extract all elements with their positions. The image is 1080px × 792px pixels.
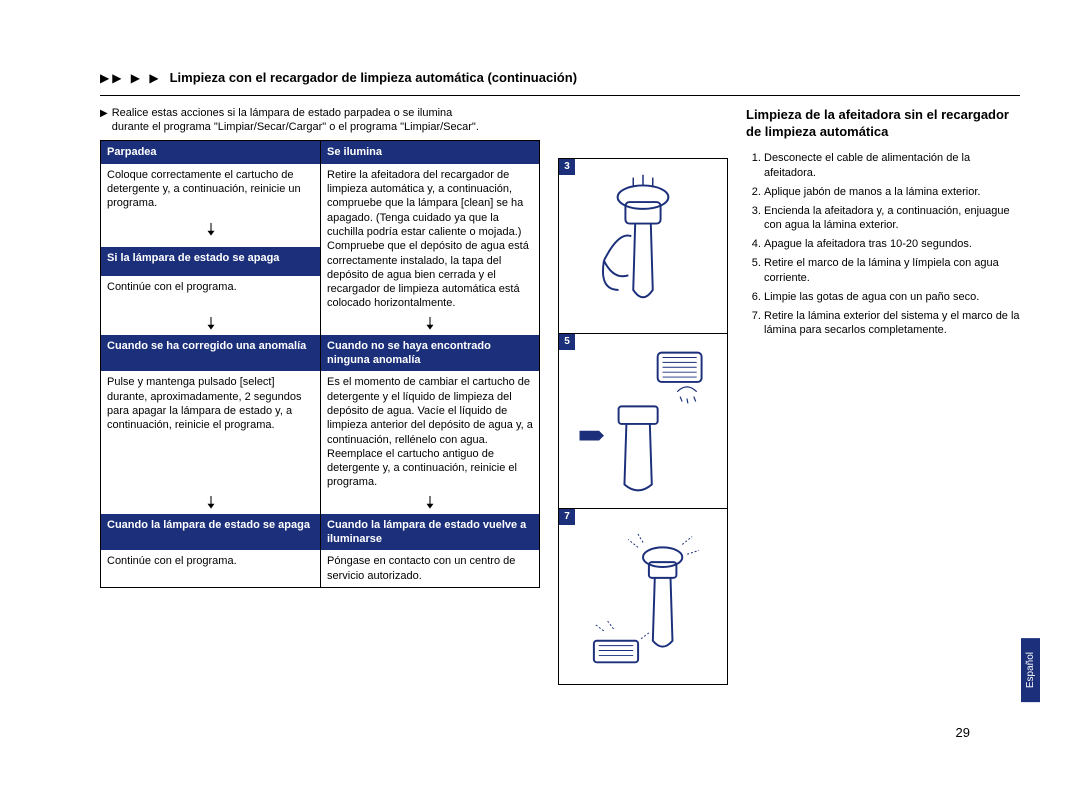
- header-arrows-icon: ▶▶ ▶ ▶: [100, 71, 162, 87]
- arrow-icon: [101, 221, 320, 247]
- illustration-7: 7: [559, 509, 727, 684]
- step-4: Apague la afeitadora tras 10-20 segundos…: [764, 237, 1020, 252]
- intro-line1: Realice estas acciones si la lámpara de …: [112, 107, 453, 119]
- arrow-icon: [320, 494, 539, 514]
- step-number: 3: [559, 159, 575, 175]
- step-number: 7: [559, 509, 575, 525]
- shaver-dry-icon: [563, 513, 723, 680]
- body-corregido: Pulse y mantenga pulsado [select] durant…: [101, 371, 320, 493]
- step-number: 5: [559, 334, 575, 350]
- step-5: Retire el marco de la lámina y límpiela …: [764, 256, 1020, 286]
- page-title: Limpieza con el recargador de limpieza a…: [170, 70, 577, 87]
- intro-text: ▶ Realice estas acciones si la lámpara d…: [100, 106, 540, 135]
- page-header: ▶▶ ▶ ▶ Limpieza con el recargador de lim…: [100, 70, 1020, 87]
- flow-table: Parpadea Se ilumina Coloque correctament…: [100, 140, 540, 587]
- hdr-corregido: Cuando se ha corregido una anomalía: [101, 335, 320, 372]
- content-columns: ▶ Realice estas acciones si la lámpara d…: [100, 106, 1020, 685]
- illustration-5: 5: [559, 334, 727, 509]
- body-vuelve: Póngase en contacto con un centro de ser…: [320, 550, 539, 587]
- steps-list: Desconecte el cable de alimentación de l…: [746, 151, 1020, 338]
- hdr-si-apaga: Si la lámpara de estado se apaga: [101, 247, 320, 276]
- step-3: Encienda la afeitadora y, a continuación…: [764, 204, 1020, 234]
- troubleshooting-flow: ▶ Realice estas acciones si la lámpara d…: [100, 106, 540, 685]
- illustration-stack: 3 5: [558, 158, 728, 685]
- shaver-detach-icon: [563, 338, 723, 504]
- manual-page: ▶▶ ▶ ▶ Limpieza con el recargador de lim…: [0, 0, 1080, 792]
- body-no-anomalia: Es el momento de cambiar el cartucho de …: [320, 371, 539, 493]
- step-2: Aplique jabón de manos a la lámina exter…: [764, 185, 1020, 200]
- arrow-icon: [101, 494, 320, 514]
- body-ilumina: Retire la afeitadora del recargador de l…: [320, 164, 539, 315]
- shaver-rinse-icon: [563, 163, 723, 329]
- arrow-icon: [101, 315, 320, 335]
- language-tab: Español: [1021, 638, 1040, 702]
- body-si-apaga: Continúe con el programa.: [101, 276, 320, 305]
- hdr-ilumina: Se ilumina: [320, 141, 539, 163]
- intro-line2: durante el programa "Limpiar/Secar/Carga…: [112, 121, 479, 133]
- section-title: Limpieza de la afeitadora sin el recarga…: [746, 106, 1020, 141]
- hdr-vuelve: Cuando la lámpara de estado vuelve a ilu…: [320, 514, 539, 551]
- step-6: Limpie las gotas de agua con un paño sec…: [764, 290, 1020, 305]
- hdr-apaga2: Cuando la lámpara de estado se apaga: [101, 514, 320, 551]
- illustration-column: 3 5: [558, 106, 728, 685]
- page-number: 29: [956, 725, 970, 742]
- intro-marker-icon: ▶: [100, 107, 108, 120]
- manual-cleaning-section: Limpieza de la afeitadora sin el recarga…: [746, 106, 1020, 685]
- hdr-parpadea: Parpadea: [101, 141, 320, 163]
- hdr-no-anomalia: Cuando no se haya encontrado ninguna ano…: [320, 335, 539, 372]
- body-parpadea: Coloque correctamente el cartucho de det…: [101, 164, 320, 221]
- step-7: Retire la lámina exterior del sistema y …: [764, 309, 1020, 339]
- header-rule: [100, 95, 1020, 96]
- body-apaga2: Continúe con el programa.: [101, 550, 320, 587]
- step-1: Desconecte el cable de alimentación de l…: [764, 151, 1020, 181]
- illustration-3: 3: [559, 159, 727, 334]
- arrow-icon: [320, 315, 539, 335]
